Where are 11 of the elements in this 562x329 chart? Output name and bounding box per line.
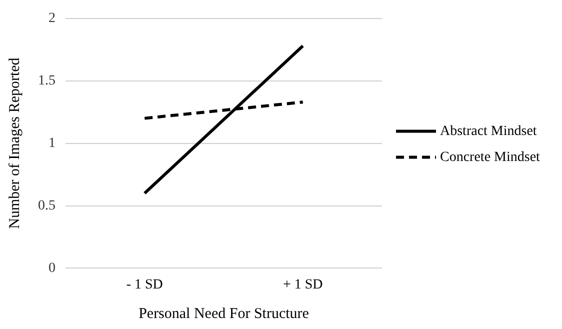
x-tick-label: + 1 SD: [282, 277, 323, 292]
y-tick-label: 1.5: [38, 74, 56, 89]
legend-label: Abstract Mindset: [440, 124, 537, 139]
x-axis-title: Personal Need For Structure: [138, 306, 310, 322]
y-tick-label: 1: [48, 136, 56, 151]
y-axis-title: Number of Images Reported: [6, 57, 23, 229]
y-tick-label: 0: [48, 260, 56, 276]
legend-label: Concrete Mindset: [440, 150, 540, 165]
y-tick-label: 0.5: [38, 198, 56, 214]
x-tick-label: - 1 SD: [126, 277, 163, 292]
y-tick-label: 2: [48, 11, 56, 26]
